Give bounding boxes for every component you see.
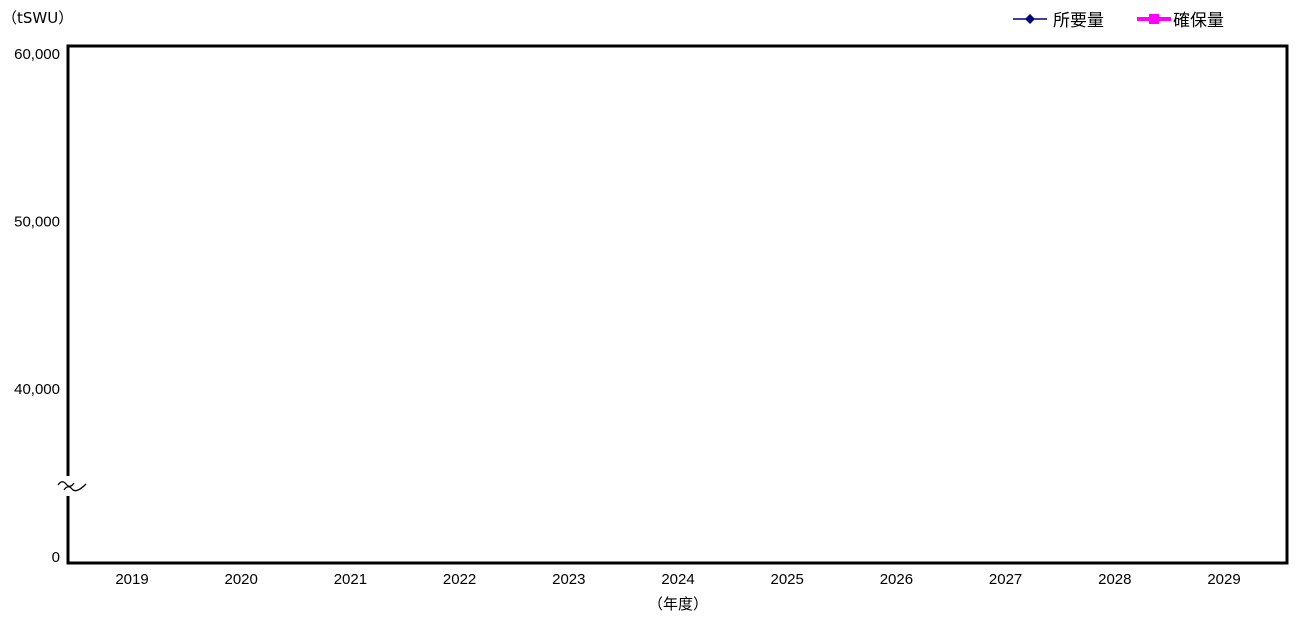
y-axis-label: （tSWU） [2,9,73,27]
legend-label-series-2: 確保量 [1173,11,1224,31]
legend-item-series-2: 確保量 [1137,11,1224,31]
x-tick-label: 2021 [334,571,367,588]
legend-label-series-1: 所要量 [1053,11,1104,31]
x-tick-label: 2019 [115,571,148,588]
plot-area-frame [66,44,1289,565]
x-tick-label: 2025 [771,571,804,588]
x-tick-label: 2020 [225,571,258,588]
legend-diamond-marker [1025,14,1035,24]
x-tick-label: 2024 [661,571,694,588]
legend-square-marker [1149,14,1159,24]
y-tick-label: 60,000 [14,46,60,63]
x-tick-label: 2029 [1207,571,1240,588]
y-tick-label: 40,000 [14,381,60,398]
legend-item-series-1: 所要量 [1013,11,1104,31]
x-tick-label: 2022 [443,571,476,588]
x-axis-label: （年度） [648,595,708,613]
x-tick-label: 2027 [989,571,1022,588]
y-tick-labels: 60,000 50,000 40,000 0 [14,46,60,566]
y-tick-label: 0 [52,549,60,566]
y-axis-break-mark [55,476,89,496]
x-tick-label: 2026 [880,571,913,588]
x-tick-labels: 2019 2020 2021 2022 2023 2024 2025 2026 2027 2028… [115,571,1240,588]
x-tick-label: 2028 [1098,571,1131,588]
x-tick-label: 2023 [552,571,585,588]
legend: 所要量 確保量 [1013,11,1224,31]
y-tick-label: 50,000 [14,214,60,231]
